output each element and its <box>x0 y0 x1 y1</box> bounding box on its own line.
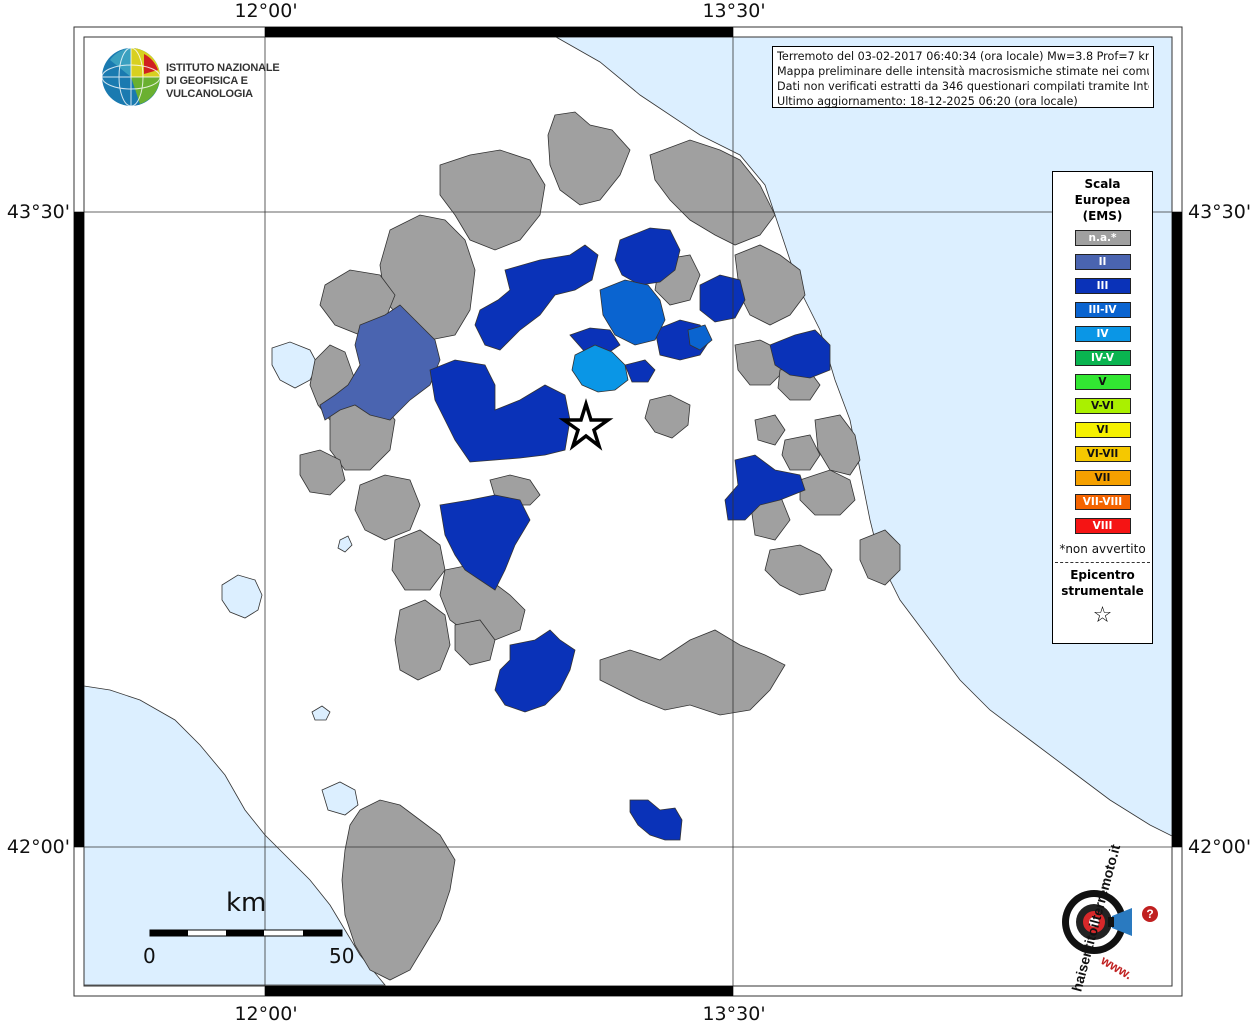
legend-epicenter-line-2: strumentale <box>1061 584 1144 598</box>
legend-swatch-vii-viii: VII-VIII <box>1074 494 1131 510</box>
axis-bottom-label-2: 13°30' <box>702 1003 766 1025</box>
adriatic-sea <box>554 36 1173 837</box>
lake-small <box>311 705 331 721</box>
lake-small-2 <box>337 535 353 553</box>
ingv-line-1: ISTITUTO NAZIONALE <box>166 62 280 74</box>
hsl-question-icon: ? <box>1142 906 1158 922</box>
legend-epicenter-title: Epicentro strumentale <box>1053 567 1152 599</box>
info-line-3: Dati non verificati estratti da 346 ques… <box>777 80 1149 93</box>
info-box: Terremoto del 03-02-2017 06:40:34 (ora l… <box>772 46 1154 108</box>
graticule <box>74 27 1182 996</box>
axis-left-label-2: 42°00' <box>6 836 70 858</box>
legend-epicenter-line-1: Epicentro <box>1070 568 1135 582</box>
legend-swatch-viii: VIII <box>1074 518 1131 534</box>
ingv-logo: ISTITUTO NAZIONALE DI GEOFISICA E VULCAN… <box>100 46 330 110</box>
scale-start: 0 <box>143 944 156 968</box>
legend-swatch-iii: III <box>1074 278 1131 294</box>
regions-ems-ii <box>319 304 441 421</box>
info-line-1: Terremoto del 03-02-2017 06:40:34 (ora l… <box>777 50 1149 63</box>
frame-bars <box>74 27 1182 996</box>
legend-swatch-vi-vii: VI-VII <box>1074 446 1131 462</box>
axis-bottom-label-1: 12°00' <box>234 1003 298 1025</box>
legend-title-line-3: (EMS) <box>1082 209 1123 223</box>
axis-right-label-1: 43°30' <box>1188 201 1252 223</box>
legend-swatch-iv: IV <box>1074 326 1131 342</box>
legend-swatch-iii-iv: III-IV <box>1074 302 1131 318</box>
lake-bracciano <box>321 781 359 816</box>
scale-end: 50 <box>329 944 355 968</box>
ingv-globe-icon <box>101 47 161 107</box>
hsl-logo: haisentitoilterremoto.it www. ? <box>1030 843 1165 993</box>
legend-title: Scala Europea (EMS) <box>1053 176 1152 224</box>
legend-title-line-2: Europea <box>1074 193 1131 207</box>
lake-trasimeno <box>271 341 319 389</box>
info-line-4: Ultimo aggiornamento: 18-12-2025 06:20 (… <box>777 95 1078 108</box>
legend-swatch-vii: VII <box>1074 470 1131 486</box>
legend-note: *non avvertito <box>1059 542 1146 556</box>
legend-swatch-iv-v: IV-V <box>1074 350 1131 366</box>
scale-unit: km <box>226 888 267 918</box>
ingv-line-2: DI GEOFISICA E VULCANOLOGIA <box>166 75 253 100</box>
legend-title-line-1: Scala <box>1084 177 1121 191</box>
info-line-2: Mappa preliminare delle intensità macros… <box>777 65 1149 78</box>
legend-separator <box>1055 562 1150 563</box>
legend-swatch-vi: VI <box>1074 422 1131 438</box>
axis-top-label-1: 12°00' <box>234 0 298 22</box>
regions-ems-iii <box>429 227 831 841</box>
legend-swatch-v: V <box>1074 374 1131 390</box>
legend-items: n.a.* II III III-IV IV IV-V V V-VI VI VI-VII VII VI… <box>1053 230 1152 534</box>
lake-bolsena <box>221 574 263 619</box>
regions-ems-iii-iv <box>599 279 713 351</box>
scale-bar <box>149 929 343 937</box>
epicenter-star <box>558 398 614 451</box>
axis-top-label-2: 13°30' <box>702 0 766 22</box>
legend-swatch-v-vi: V-VI <box>1074 398 1131 414</box>
axis-right-label-2: 42°00' <box>1188 836 1252 858</box>
legend-swatch-ii: II <box>1074 254 1131 270</box>
regions-ems-iv <box>571 344 629 393</box>
legend-star-icon: ☆ <box>1092 603 1113 628</box>
regions-na <box>299 111 901 981</box>
axis-left-label-1: 43°30' <box>6 201 70 223</box>
legend: Scala Europea (EMS) n.a.* II III III-IV IV IV… <box>1052 171 1153 644</box>
hsl-target-icon <box>1062 890 1132 954</box>
legend-swatch-n-a: n.a.* <box>1074 230 1131 246</box>
